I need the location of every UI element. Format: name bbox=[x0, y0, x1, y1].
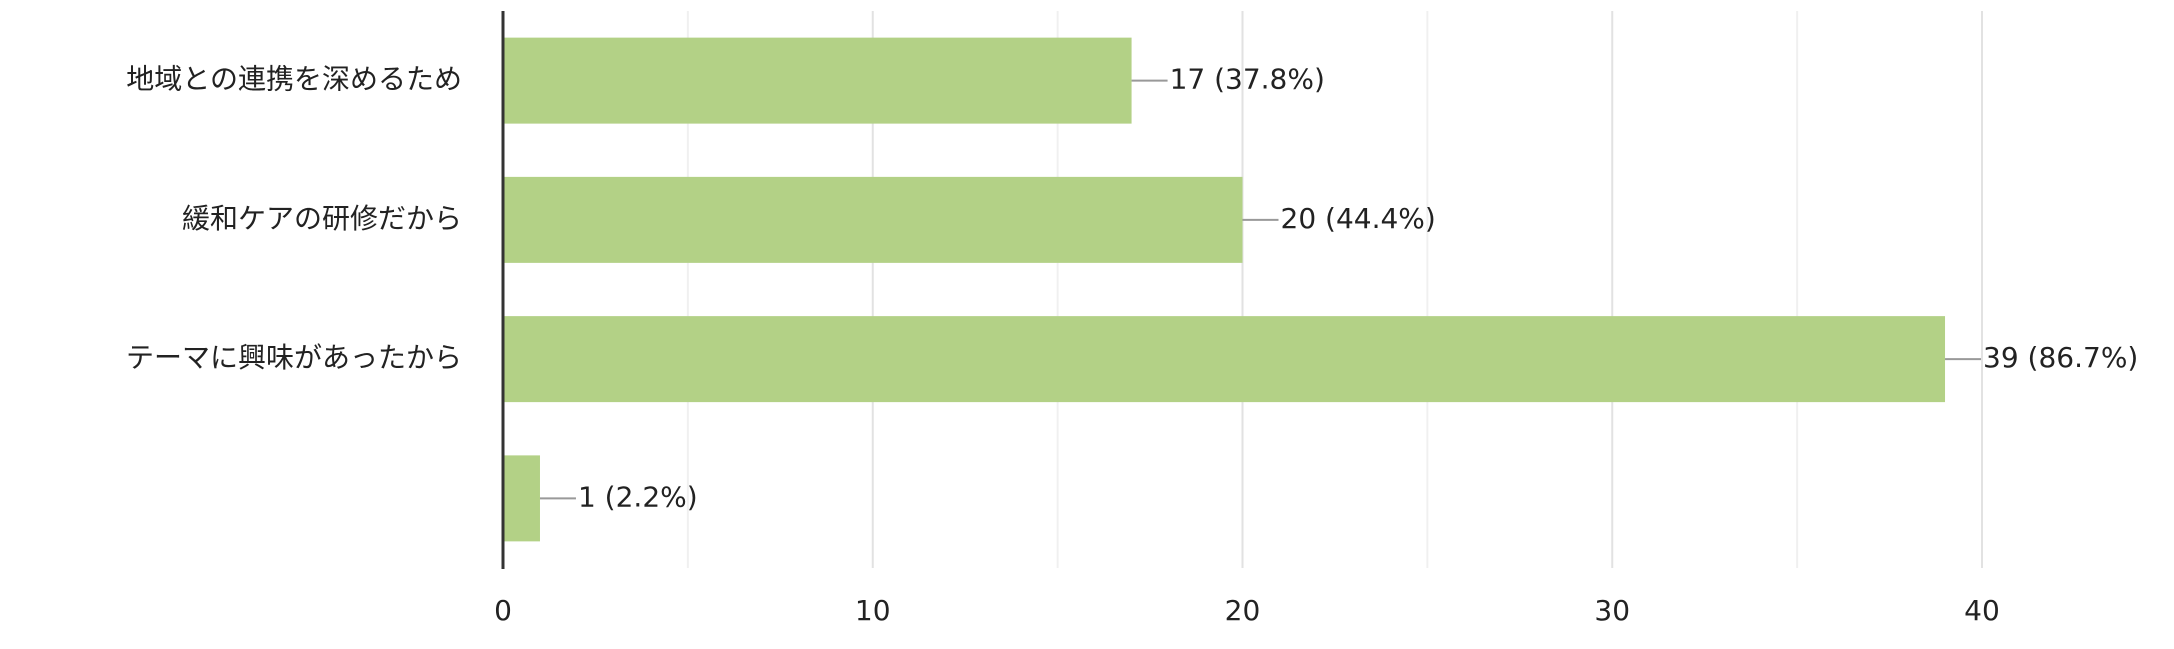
x-tick-label: 0 bbox=[494, 594, 512, 627]
y-tick-label: テーマに興味があったから bbox=[126, 341, 462, 374]
value-label: 39 (86.7%) bbox=[1983, 341, 2138, 374]
bar bbox=[503, 455, 540, 542]
bar bbox=[503, 37, 1132, 124]
x-tick-label: 40 bbox=[1964, 594, 2000, 627]
value-label: 20 (44.4%) bbox=[1281, 202, 1436, 235]
value-label: 1 (2.2%) bbox=[578, 480, 698, 513]
bar bbox=[503, 316, 1946, 403]
y-tick-label: 地域との連携を深めるため bbox=[126, 63, 462, 96]
value-label: 17 (37.8%) bbox=[1170, 63, 1325, 96]
x-tick-label: 10 bbox=[855, 594, 891, 627]
y-tick-label: 緩和ケアの研修だから bbox=[182, 202, 462, 235]
bar bbox=[503, 176, 1243, 263]
x-tick-label: 20 bbox=[1225, 594, 1261, 627]
x-tick-label: 30 bbox=[1594, 594, 1630, 627]
